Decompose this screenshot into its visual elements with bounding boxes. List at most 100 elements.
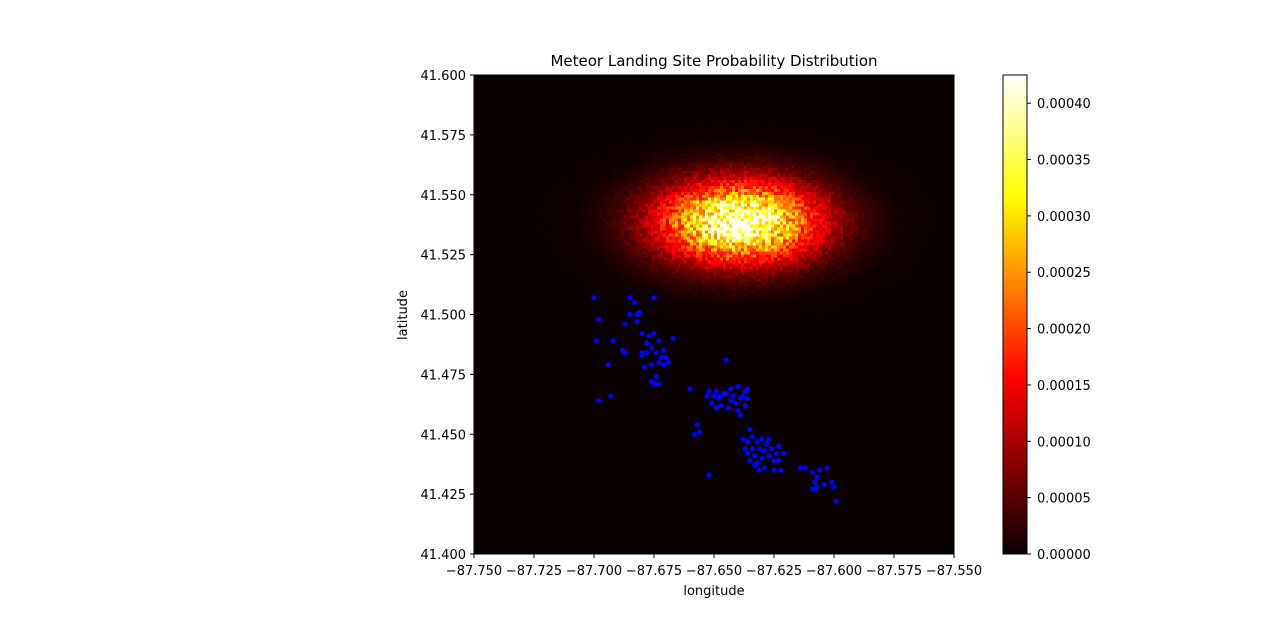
- landing-point: [740, 436, 746, 442]
- x-tick-label: −87.725: [506, 564, 562, 579]
- landing-point: [829, 479, 835, 485]
- landing-point: [661, 362, 667, 368]
- landing-point: [713, 405, 720, 411]
- y-tick-label: 41.425: [421, 488, 467, 503]
- y-tick-label: 41.525: [421, 249, 467, 264]
- landing-point: [759, 436, 765, 442]
- plot-area: [473, 74, 955, 555]
- landing-point: [778, 467, 784, 473]
- landing-point: [709, 400, 715, 406]
- landing-point: [605, 362, 612, 368]
- landing-point: [687, 386, 693, 392]
- colorbar-ticks: 0.00000 0.00005 0.00010 0.00015 0.00020 0.000…: [1027, 97, 1091, 563]
- landing-point: [761, 465, 768, 471]
- landing-point: [596, 398, 602, 404]
- landing-point: [593, 338, 600, 344]
- colorbar-tick-label: 0.00005: [1037, 492, 1091, 507]
- landing-point: [757, 446, 763, 452]
- landing-point: [730, 393, 736, 399]
- landing-point: [665, 359, 672, 365]
- landing-point: [814, 484, 820, 490]
- landing-point: [704, 393, 710, 399]
- landing-point: [759, 455, 765, 461]
- landing-point: [745, 395, 751, 401]
- landing-point: [761, 448, 768, 454]
- landing-point: [740, 393, 746, 399]
- landing-point: [769, 446, 775, 452]
- probability-heatmap: [474, 75, 954, 554]
- landing-point: [608, 393, 614, 399]
- landing-point: [754, 438, 760, 445]
- landing-point: [644, 340, 650, 346]
- landing-point: [718, 402, 724, 409]
- landing-point: [706, 388, 712, 394]
- landing-point: [735, 383, 741, 389]
- landing-point: [766, 436, 772, 442]
- colorbar: 0.00000 0.00005 0.00010 0.00015 0.00020 0.000…: [1002, 74, 1091, 563]
- landing-points: [591, 295, 840, 504]
- landing-point: [658, 355, 664, 361]
- landing-point: [639, 352, 645, 358]
- y-tick-label: 41.475: [421, 368, 467, 383]
- landing-point: [814, 474, 820, 480]
- colorbar-tick-label: 0.00040: [1037, 97, 1091, 112]
- landing-point: [622, 350, 628, 356]
- landing-point: [733, 400, 739, 406]
- landing-point: [649, 362, 655, 368]
- landing-point: [656, 359, 662, 365]
- colorbar-tick-label: 0.00000: [1037, 548, 1091, 563]
- y-tick-label: 41.550: [421, 189, 467, 204]
- landing-point: [771, 467, 777, 473]
- landing-point: [651, 381, 657, 387]
- landing-point: [812, 479, 818, 485]
- landing-point: [817, 467, 823, 473]
- landing-point: [749, 446, 756, 452]
- landing-point: [776, 457, 782, 464]
- landing-point: [697, 429, 703, 435]
- landing-point: [634, 319, 640, 325]
- landing-point: [831, 484, 837, 490]
- landing-point: [644, 350, 650, 356]
- landing-point: [637, 309, 643, 315]
- landing-point: [757, 467, 763, 473]
- colorbar-tick-label: 0.00010: [1037, 435, 1091, 450]
- x-tick-label: −87.600: [806, 564, 862, 579]
- landing-point: [591, 295, 597, 301]
- landing-point: [610, 338, 616, 344]
- landing-point: [646, 333, 652, 339]
- x-tick-label: −87.700: [566, 564, 622, 579]
- landing-point: [706, 472, 712, 478]
- colorbar-tick-label: 0.00025: [1037, 266, 1091, 281]
- colorbar-tick-label: 0.00015: [1037, 379, 1091, 394]
- y-tick-label: 41.575: [421, 129, 467, 144]
- landing-point: [622, 321, 628, 327]
- landing-point: [651, 295, 657, 301]
- landing-point: [781, 450, 787, 457]
- landing-point: [752, 462, 758, 468]
- landing-point: [713, 388, 720, 394]
- colorbar-tick-label: 0.00030: [1037, 210, 1091, 225]
- landing-point: [747, 457, 753, 464]
- landing-point: [809, 469, 816, 476]
- y-tick-label: 41.450: [421, 428, 467, 443]
- landing-point: [797, 465, 804, 471]
- landing-point: [764, 441, 770, 447]
- y-tick-label: 41.500: [421, 309, 467, 324]
- landing-point: [656, 381, 662, 387]
- landing-point: [728, 386, 734, 392]
- landing-point: [653, 350, 660, 356]
- landing-point: [735, 407, 741, 413]
- landing-point: [670, 335, 676, 342]
- landing-point: [694, 422, 700, 428]
- colorbar-gradient: [1002, 74, 1028, 555]
- landing-point: [745, 386, 751, 392]
- landing-point: [802, 465, 808, 471]
- colorbar-tick-label: 0.00020: [1037, 323, 1091, 338]
- landing-point: [649, 345, 655, 351]
- landing-point: [723, 357, 729, 363]
- x-tick-label: −87.750: [446, 564, 502, 579]
- x-axis: −87.750 −87.725 −87.700 −87.675 −87.650 −87.6…: [446, 554, 982, 579]
- colorbar-tick-label: 0.00035: [1037, 154, 1091, 169]
- landing-point: [749, 434, 756, 440]
